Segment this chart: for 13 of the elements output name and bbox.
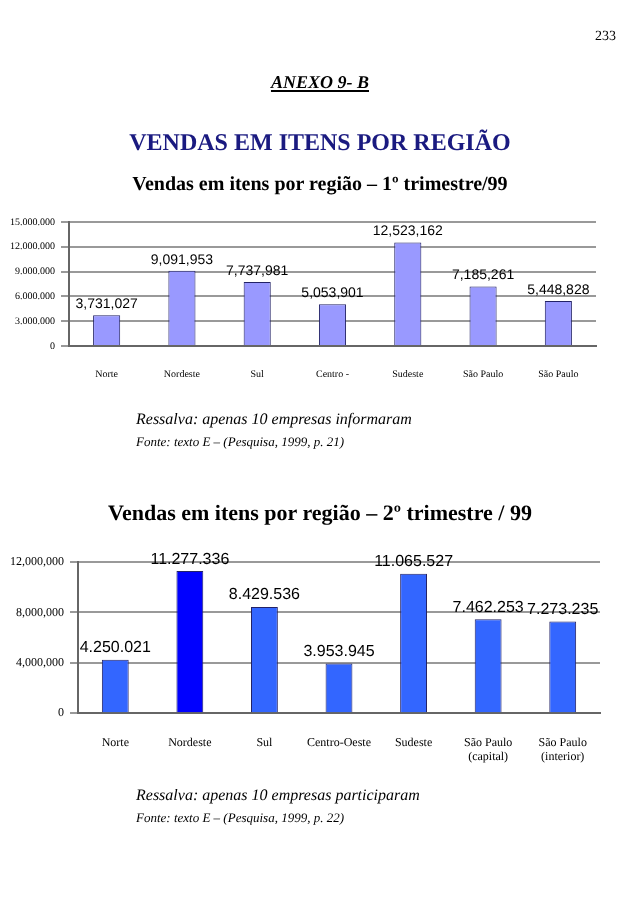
data-label: 4.250.021 — [79, 638, 152, 657]
data-label: 11.065.527 — [374, 552, 455, 571]
data-label: 8.429.536 — [228, 585, 302, 604]
chart-subtitle: Vendas em itens por região – 1º trimestre/99 — [130, 174, 510, 196]
data-label: 7.462.253 — [452, 597, 525, 616]
data-label: 3.953.945 — [303, 641, 376, 660]
data-label: 7.273.235 — [527, 599, 600, 618]
chart-title: Vendas em itens por região – 2º trimestre / 99 — [106, 502, 534, 526]
chart-title: VENDAS EM ITENS POR REGIÃO — [127, 128, 513, 158]
data-label: 11.277.336 — [150, 549, 231, 568]
text: Ressalva: apenas 10 empresas informaram — [136, 410, 414, 428]
text: Ressalva: apenas 10 empresas participaram — [136, 786, 422, 804]
text: ANEXO 9- B — [270, 72, 369, 92]
